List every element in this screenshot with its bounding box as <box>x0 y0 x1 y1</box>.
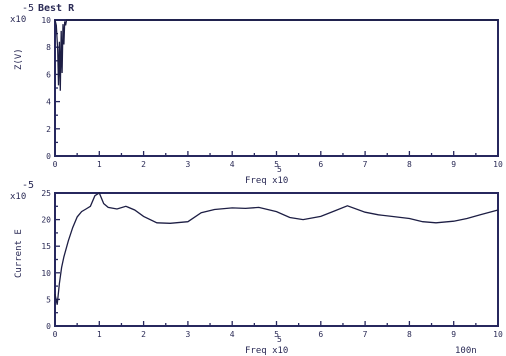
x-tick-label: 3 <box>185 330 190 339</box>
x-tick-label: 8 <box>407 330 412 339</box>
x-axis-label: Freq x10 <box>245 176 288 186</box>
y-tick-label: 0 <box>46 322 51 331</box>
x-tick-label: 2 <box>141 160 146 169</box>
x-tick-label: 0 <box>53 330 58 339</box>
data-line <box>54 192 499 305</box>
x-tick-label: 3 <box>185 160 190 169</box>
y-tick-label: 25 <box>41 189 51 198</box>
x-tick-label: 1 <box>97 160 102 169</box>
footer-label: 100n <box>455 346 477 356</box>
y-multiplier-label: x10 <box>10 192 26 202</box>
corner-exponent-label: -5 <box>22 3 34 14</box>
y-tick-label: 15 <box>41 242 51 251</box>
x-tick-label: 9 <box>451 160 456 169</box>
x-axis-label: Freq x10 <box>245 346 288 356</box>
y-tick-label: 10 <box>41 16 51 25</box>
x-tick-label: 10 <box>493 160 503 169</box>
y-axis-label: Z(V) <box>14 48 24 70</box>
plot-frame <box>54 192 499 327</box>
x-tick-label: 4 <box>230 160 235 169</box>
y-tick-label: 6 <box>46 70 51 79</box>
x-tick-label: 6 <box>318 160 323 169</box>
y-tick-label: 10 <box>41 269 51 278</box>
x-tick-label: 1 <box>97 330 102 339</box>
y-tick-label: 5 <box>46 295 51 304</box>
z-vs-freq-chart: Best R -5 x10 Z(V) Freq x10 5 0 1 2 3 4 5 6 7 8 9… <box>10 3 503 186</box>
plot-frame <box>54 19 499 157</box>
y-tick-label: 8 <box>46 43 51 52</box>
data-line <box>54 19 498 91</box>
x-tick-label: 6 <box>318 330 323 339</box>
y-axis-label: Current E <box>14 229 24 278</box>
x-exponent-label: 5 <box>277 335 282 344</box>
x-tick-label: 9 <box>451 330 456 339</box>
x-tick-label: 4 <box>230 330 235 339</box>
x-tick-label: 8 <box>407 160 412 169</box>
current-vs-freq-chart: -5 x10 Current E Freq x10 5 100n 0 1 2 3 4 5 6… <box>10 180 503 356</box>
x-tick-label: 0 <box>53 160 58 169</box>
y-tick-label: 2 <box>46 125 51 134</box>
y-multiplier-label: x10 <box>10 15 26 25</box>
x-tick-label: 5 <box>274 160 279 169</box>
y-tick-label: 20 <box>41 216 51 225</box>
x-tick-label: 10 <box>493 330 503 339</box>
x-exponent-label: 5 <box>277 165 282 174</box>
x-tick-label: 7 <box>363 160 368 169</box>
y-tick-label: 0 <box>46 152 51 161</box>
chart-title: Best R <box>38 3 75 14</box>
x-tick-label: 2 <box>141 330 146 339</box>
y-tick-label: 4 <box>46 98 51 107</box>
x-tick-label: 5 <box>274 330 279 339</box>
corner-exponent-label: -5 <box>22 180 34 191</box>
x-tick-label: 7 <box>363 330 368 339</box>
